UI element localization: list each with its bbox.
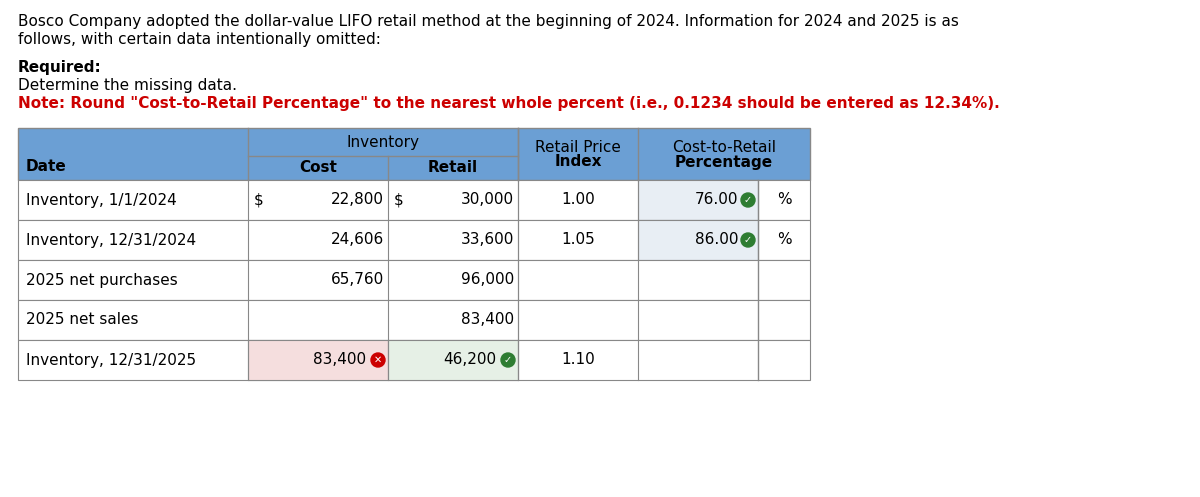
Text: Inventory: Inventory <box>347 135 420 150</box>
Text: 24,606: 24,606 <box>331 233 384 248</box>
Bar <box>18 180 810 220</box>
Text: 1.00: 1.00 <box>562 192 595 208</box>
Circle shape <box>502 353 515 367</box>
Circle shape <box>742 233 755 247</box>
Text: 65,760: 65,760 <box>331 272 384 287</box>
Text: Retail: Retail <box>428 161 478 175</box>
Text: ✓: ✓ <box>744 235 752 245</box>
Text: ✕: ✕ <box>374 355 382 365</box>
Text: Inventory, 12/31/2025: Inventory, 12/31/2025 <box>26 352 196 367</box>
Text: 30,000: 30,000 <box>461 192 514 208</box>
Text: $: $ <box>254 192 264 208</box>
Text: Date: Date <box>26 159 67 174</box>
Text: Note: Round "Cost-to-Retail Percentage" to the nearest whole percent (i.e., 0.12: Note: Round "Cost-to-Retail Percentage" … <box>18 96 1000 111</box>
Bar <box>18 128 810 180</box>
Text: 83,400: 83,400 <box>461 313 514 328</box>
Text: %: % <box>776 192 791 208</box>
Text: Cost-to-Retail: Cost-to-Retail <box>672 141 776 156</box>
Bar <box>18 340 810 380</box>
Text: Index: Index <box>554 155 601 169</box>
Text: Retail Price: Retail Price <box>535 141 620 156</box>
Bar <box>18 260 810 300</box>
Text: Inventory, 12/31/2024: Inventory, 12/31/2024 <box>26 233 196 248</box>
Text: 86.00: 86.00 <box>695 233 738 248</box>
Bar <box>248 340 388 380</box>
Bar <box>18 220 810 260</box>
Bar <box>388 340 518 380</box>
Text: 2025 net sales: 2025 net sales <box>26 313 138 328</box>
Text: 1.10: 1.10 <box>562 352 595 367</box>
Circle shape <box>742 193 755 207</box>
Text: ✓: ✓ <box>504 355 512 365</box>
Text: ✓: ✓ <box>744 195 752 205</box>
Text: Determine the missing data.: Determine the missing data. <box>18 78 238 93</box>
Text: Cost: Cost <box>299 161 337 175</box>
Text: 46,200: 46,200 <box>443 352 496 367</box>
Circle shape <box>371 353 385 367</box>
Bar <box>18 300 810 340</box>
Text: 33,600: 33,600 <box>461 233 514 248</box>
Text: 83,400: 83,400 <box>313 352 366 367</box>
Text: Percentage: Percentage <box>674 155 773 169</box>
Text: 22,800: 22,800 <box>331 192 384 208</box>
Text: Inventory, 1/1/2024: Inventory, 1/1/2024 <box>26 192 176 208</box>
Text: 1.05: 1.05 <box>562 233 595 248</box>
Bar <box>638 220 758 260</box>
Text: Required:: Required: <box>18 60 102 75</box>
Text: 96,000: 96,000 <box>461 272 514 287</box>
Bar <box>638 180 758 220</box>
Text: %: % <box>776 233 791 248</box>
Text: follows, with certain data intentionally omitted:: follows, with certain data intentionally… <box>18 32 380 47</box>
Text: 2025 net purchases: 2025 net purchases <box>26 272 178 287</box>
Text: 76.00: 76.00 <box>695 192 738 208</box>
Text: Bosco Company adopted the dollar-value LIFO retail method at the beginning of 20: Bosco Company adopted the dollar-value L… <box>18 14 959 29</box>
Text: $: $ <box>394 192 403 208</box>
